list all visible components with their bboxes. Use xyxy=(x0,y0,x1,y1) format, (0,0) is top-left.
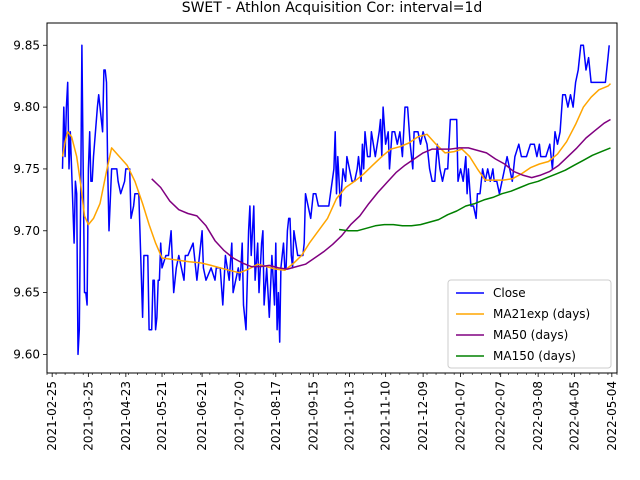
series-line-2 xyxy=(151,118,611,270)
x-tick-label: 2021-02-25 xyxy=(45,381,59,451)
x-tick-label: 2022-04-05 xyxy=(567,381,581,451)
plot-frame xyxy=(46,22,618,374)
x-tick-label: 2022-05-04 xyxy=(605,381,619,451)
x-tick-label: 2022-02-07 xyxy=(494,381,508,451)
legend-label-3: MA150 (days) xyxy=(493,349,576,363)
x-tick-label: 2021-10-13 xyxy=(342,381,356,451)
y-tick-label: 9.60 xyxy=(13,347,40,361)
x-tick-label: 2022-03-08 xyxy=(531,381,545,451)
y-tick-label: 9.80 xyxy=(13,100,40,114)
legend: Close MA21exp (days) MA50 (days) MA150 (day… xyxy=(447,279,612,369)
x-tick-label: 2021-07-20 xyxy=(233,381,247,451)
y-tick-label: 9.70 xyxy=(13,224,40,238)
series-line-1 xyxy=(61,83,612,274)
series-lines xyxy=(61,44,612,356)
series-line-0 xyxy=(61,44,610,356)
legend-label-1: MA21exp (days) xyxy=(493,307,590,321)
y-tick-label: 9.85 xyxy=(13,38,40,52)
legend-label-2: MA50 (days) xyxy=(493,328,568,342)
x-tick-label: 2021-09-15 xyxy=(306,381,320,451)
chart-title: SWET - Athlon Acquisition Cor: interval=… xyxy=(182,0,483,16)
y-tick-label: 9.75 xyxy=(13,162,40,176)
legend-box xyxy=(447,279,612,369)
x-tick-label: 2021-05-21 xyxy=(155,381,169,451)
y-tick-label: 9.65 xyxy=(13,286,40,300)
x-tick-label: 2022-01-07 xyxy=(454,381,468,451)
x-tick-label: 2021-04-23 xyxy=(119,381,133,451)
x-tick-label: 2021-08-17 xyxy=(269,381,283,451)
axis-ticks: 2021-02-25 2021-03-25 2021-04-23 2021-05-21… xyxy=(13,38,619,450)
x-tick-label: 2021-12-09 xyxy=(416,381,430,451)
legend-label-0: Close xyxy=(493,286,526,300)
x-tick-label: 2021-03-25 xyxy=(81,381,95,451)
x-tick-label: 2021-11-10 xyxy=(379,381,393,451)
series-line-3 xyxy=(338,147,611,232)
x-tick-label: 2021-06-21 xyxy=(195,381,209,451)
